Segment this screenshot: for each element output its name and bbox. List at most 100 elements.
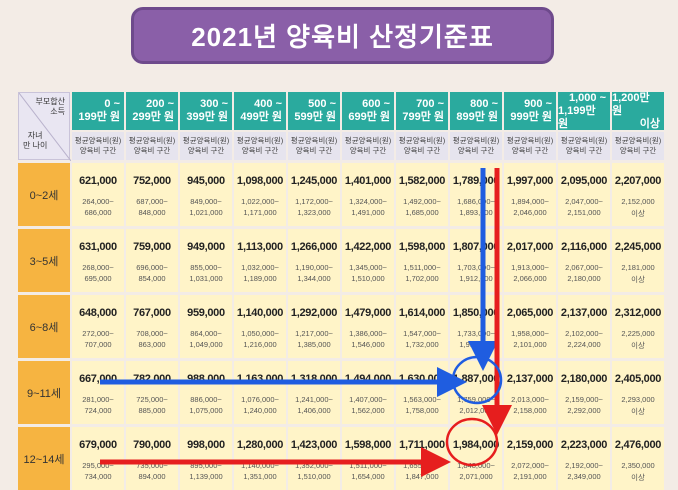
sub-header-range: 양육비 구간 bbox=[565, 146, 603, 155]
range-to: 1,562,000 bbox=[351, 406, 385, 415]
table-cell: 2,116,000 2,067,000~ 2,180,000 bbox=[558, 229, 610, 292]
range-from: 2,192,000~ bbox=[565, 461, 603, 470]
table-cell: 2,017,000 1,913,000~ 2,066,000 bbox=[504, 229, 556, 292]
range-from: 2,067,000~ bbox=[565, 263, 603, 272]
table-cell: 1,401,000 1,324,000~ 1,491,000 bbox=[342, 163, 394, 226]
range-from: 1,386,000~ bbox=[349, 329, 387, 338]
average-cost: 1,711,000 bbox=[399, 439, 445, 451]
range-to: 1,344,000 bbox=[297, 274, 331, 283]
table-cell: 1,113,000 1,032,000~ 1,189,000 bbox=[234, 229, 286, 292]
range-from: 1,076,000~ bbox=[241, 395, 279, 404]
income-bracket-label: 800 ~899만 원 bbox=[450, 92, 502, 130]
income-bracket-to: 299만 원 bbox=[132, 111, 174, 123]
income-column-header: 500 ~599만 원 평균양육비(원) 양육비 구간 bbox=[288, 92, 340, 160]
table-cell: 667,000 281,000~ 724,000 bbox=[72, 361, 124, 424]
table-cell: 1,614,000 1,547,000~ 1,732,000 bbox=[396, 295, 448, 358]
table-cell: 1,807,000 1,703,000~ 1,912,000 bbox=[450, 229, 502, 292]
table-cell: 1,245,000 1,172,000~ 1,323,000 bbox=[288, 163, 340, 226]
table-cell: 2,137,000 2,013,000~ 2,158,000 bbox=[504, 361, 556, 424]
range-from: 1,703,000~ bbox=[457, 263, 495, 272]
range-from: 2,159,000~ bbox=[565, 395, 603, 404]
range-to: 1,685,000 bbox=[405, 208, 439, 217]
column-sub-header: 평균양육비(원) 양육비 구간 bbox=[126, 132, 178, 160]
range-to: 2,012,000 bbox=[459, 406, 493, 415]
range-from: 735,000~ bbox=[136, 461, 168, 470]
average-cost: 2,223,000 bbox=[560, 439, 608, 451]
range-to: 707,000 bbox=[84, 340, 112, 349]
range-to: 1,510,000 bbox=[351, 274, 385, 283]
column-sub-header: 평균양육비(원) 양육비 구간 bbox=[342, 132, 394, 160]
sub-header-range: 양육비 구간 bbox=[295, 146, 333, 155]
average-cost: 2,065,000 bbox=[506, 307, 554, 319]
range-from: 1,759,000~ bbox=[457, 395, 495, 404]
table-cell: 945,000 849,000~ 1,021,000 bbox=[180, 163, 232, 226]
table-cell: 1,711,000 1,655,000~ 1,847,000 bbox=[396, 427, 448, 490]
average-cost: 1,098,000 bbox=[236, 175, 284, 187]
table-cell: 1,582,000 1,492,000~ 1,685,000 bbox=[396, 163, 448, 226]
income-column-header: 200 ~299만 원 평균양육비(원) 양육비 구간 bbox=[126, 92, 178, 160]
range-to: 885,000 bbox=[138, 406, 166, 415]
average-cost: 1,887,000 bbox=[452, 373, 500, 385]
average-cost: 1,997,000 bbox=[506, 175, 554, 187]
income-bracket-to: 999만 원 bbox=[510, 111, 552, 123]
range-to: 2,151,000 bbox=[567, 208, 601, 217]
title-banner: 2021년 양육비 산정기준표 bbox=[131, 7, 554, 64]
average-cost: 1,140,000 bbox=[236, 307, 284, 319]
table-cell: 1,140,000 1,050,000~ 1,216,000 bbox=[234, 295, 286, 358]
table-corner-header: 부모합산 소득 자녀 만 나이 bbox=[18, 92, 71, 161]
range-from: 1,913,000~ bbox=[511, 263, 549, 272]
range-to: 1,031,000 bbox=[189, 274, 223, 283]
range-from: 2,181,000 bbox=[621, 263, 655, 272]
range-from: 895,000~ bbox=[190, 461, 222, 470]
range-from: 268,000~ bbox=[82, 263, 114, 272]
range-to: 2,292,000 bbox=[567, 406, 601, 415]
table-cell: 959,000 864,000~ 1,049,000 bbox=[180, 295, 232, 358]
income-bracket-from: 300 ~ bbox=[200, 98, 228, 110]
income-bracket-from: 0 ~ bbox=[104, 98, 120, 110]
range-from: 855,000~ bbox=[190, 263, 222, 272]
average-cost: 1,598,000 bbox=[344, 439, 392, 451]
income-bracket-from: 600 ~ bbox=[362, 98, 390, 110]
range-to: 이상 bbox=[631, 341, 645, 350]
income-column-header: 600 ~699만 원 평균양육비(원) 양육비 구간 bbox=[342, 92, 394, 160]
page-title: 2021년 양육비 산정기준표 bbox=[191, 22, 494, 52]
average-cost: 988,000 bbox=[187, 373, 225, 385]
range-to: 1,654,000 bbox=[351, 472, 385, 481]
income-bracket-to: 1,199만 원 bbox=[558, 104, 596, 130]
average-cost: 767,000 bbox=[133, 307, 171, 319]
average-cost: 1,401,000 bbox=[344, 175, 392, 187]
sub-header-average: 평균양육비(원) bbox=[452, 136, 500, 145]
range-from: 295,000~ bbox=[82, 461, 114, 470]
age-axis-label-line1: 자녀 bbox=[27, 131, 43, 140]
range-from: 1,241,000~ bbox=[295, 395, 333, 404]
table-cell: 2,095,000 2,047,000~ 2,151,000 bbox=[558, 163, 610, 226]
range-to: 2,066,000 bbox=[513, 274, 547, 283]
income-column-header: 300 ~399만 원 평균양육비(원) 양육비 구간 bbox=[180, 92, 232, 160]
average-cost: 1,266,000 bbox=[290, 241, 338, 253]
average-cost: 1,422,000 bbox=[344, 241, 392, 253]
average-cost: 759,000 bbox=[133, 241, 171, 253]
range-to: 1,702,000 bbox=[405, 274, 439, 283]
income-bracket-label: 1,200만 원 이상 bbox=[612, 92, 664, 130]
income-bracket-to: 399만 원 bbox=[186, 111, 228, 123]
average-cost: 621,000 bbox=[79, 175, 117, 187]
range-from: 1,511,000~ bbox=[403, 263, 441, 272]
column-sub-header: 평균양육비(원) 양육비 구간 bbox=[72, 132, 124, 160]
range-from: 1,563,000~ bbox=[403, 395, 441, 404]
average-cost: 2,405,000 bbox=[614, 373, 662, 385]
table-cell: 1,850,000 1,733,000~ 1,957,000 bbox=[450, 295, 502, 358]
income-bracket-from: 500 ~ bbox=[308, 98, 336, 110]
range-from: 864,000~ bbox=[190, 329, 222, 338]
range-to: 1,957,000 bbox=[459, 340, 493, 349]
range-to: 2,180,000 bbox=[567, 274, 601, 283]
table-cell: 1,280,000 1,140,000~ 1,351,000 bbox=[234, 427, 286, 490]
income-column-header: 1,200만 원 이상 평균양육비(원) 양육비 구간 bbox=[612, 92, 664, 160]
sub-header-range: 양육비 구간 bbox=[133, 146, 171, 155]
income-axis-label-line1: 부모합산 bbox=[35, 97, 65, 106]
range-to: 이상 bbox=[631, 209, 645, 218]
average-cost: 998,000 bbox=[187, 439, 225, 451]
table-cell: 988,000 886,000~ 1,075,000 bbox=[180, 361, 232, 424]
income-column-header: 0 ~199만 원 평균양육비(원) 양육비 구간 bbox=[72, 92, 124, 160]
sub-header-range: 양육비 구간 bbox=[187, 146, 225, 155]
average-cost: 2,116,000 bbox=[561, 241, 607, 253]
